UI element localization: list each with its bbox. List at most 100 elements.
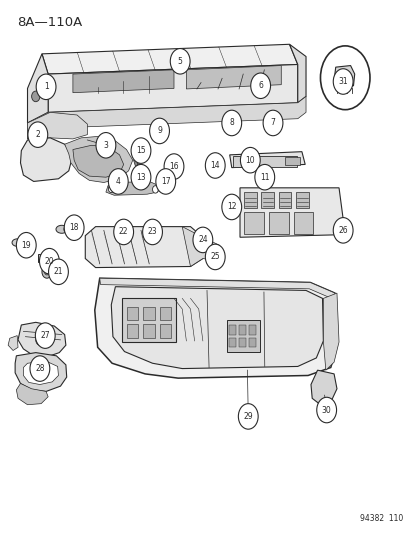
Polygon shape xyxy=(42,44,297,74)
Circle shape xyxy=(114,219,133,245)
Circle shape xyxy=(96,133,116,158)
Circle shape xyxy=(263,110,282,136)
FancyBboxPatch shape xyxy=(229,325,235,335)
Circle shape xyxy=(36,74,56,100)
Text: 6: 6 xyxy=(258,81,262,90)
Circle shape xyxy=(152,185,158,193)
FancyBboxPatch shape xyxy=(122,298,176,342)
Text: 20: 20 xyxy=(45,257,54,265)
Circle shape xyxy=(250,73,270,99)
Circle shape xyxy=(332,217,352,243)
Polygon shape xyxy=(8,336,18,351)
Circle shape xyxy=(238,403,258,429)
Polygon shape xyxy=(240,188,344,237)
Circle shape xyxy=(36,335,44,345)
Polygon shape xyxy=(111,287,323,368)
Text: 21: 21 xyxy=(54,268,63,276)
Text: 14: 14 xyxy=(210,161,220,170)
Polygon shape xyxy=(48,64,297,112)
FancyBboxPatch shape xyxy=(226,320,259,352)
Polygon shape xyxy=(21,138,73,181)
Text: 4: 4 xyxy=(116,177,121,186)
Ellipse shape xyxy=(56,225,67,233)
FancyBboxPatch shape xyxy=(285,157,299,165)
Text: 26: 26 xyxy=(337,226,347,235)
FancyBboxPatch shape xyxy=(159,307,171,320)
Circle shape xyxy=(221,194,241,220)
FancyBboxPatch shape xyxy=(159,325,171,338)
Text: 9: 9 xyxy=(157,126,161,135)
Polygon shape xyxy=(27,54,48,123)
Polygon shape xyxy=(229,152,304,167)
Text: 24: 24 xyxy=(197,236,207,245)
Circle shape xyxy=(168,170,175,180)
Circle shape xyxy=(164,154,183,179)
Circle shape xyxy=(108,168,128,194)
Polygon shape xyxy=(310,370,336,405)
Text: 8: 8 xyxy=(229,118,234,127)
Circle shape xyxy=(64,215,84,240)
FancyBboxPatch shape xyxy=(249,338,255,348)
Circle shape xyxy=(28,122,47,148)
Circle shape xyxy=(108,185,114,192)
Text: 2: 2 xyxy=(36,130,40,139)
Polygon shape xyxy=(15,353,66,391)
FancyBboxPatch shape xyxy=(244,212,263,233)
FancyBboxPatch shape xyxy=(239,338,245,348)
Circle shape xyxy=(316,397,336,423)
Circle shape xyxy=(205,244,225,270)
Polygon shape xyxy=(27,96,305,139)
Circle shape xyxy=(131,165,150,190)
Text: 31: 31 xyxy=(337,77,347,86)
FancyBboxPatch shape xyxy=(244,192,256,208)
Circle shape xyxy=(240,148,260,173)
Circle shape xyxy=(39,248,59,274)
FancyBboxPatch shape xyxy=(229,338,235,348)
Text: 8A—110A: 8A—110A xyxy=(17,15,82,29)
Circle shape xyxy=(31,91,40,102)
Text: 13: 13 xyxy=(136,173,145,182)
Polygon shape xyxy=(73,146,123,177)
Circle shape xyxy=(131,138,150,164)
Polygon shape xyxy=(106,181,161,195)
Text: 16: 16 xyxy=(169,162,178,171)
Text: 22: 22 xyxy=(119,228,128,237)
Polygon shape xyxy=(323,293,338,370)
Text: 1: 1 xyxy=(44,82,48,91)
Polygon shape xyxy=(64,136,133,182)
Text: 7: 7 xyxy=(270,118,275,127)
Polygon shape xyxy=(85,227,202,268)
Text: 23: 23 xyxy=(147,228,157,237)
Text: 30: 30 xyxy=(321,406,331,415)
Text: 19: 19 xyxy=(21,241,31,250)
Circle shape xyxy=(155,168,175,194)
Circle shape xyxy=(35,323,55,349)
Polygon shape xyxy=(27,112,87,139)
Circle shape xyxy=(221,110,241,136)
Text: 27: 27 xyxy=(40,331,50,340)
FancyBboxPatch shape xyxy=(295,192,308,208)
Text: 5: 5 xyxy=(177,57,182,66)
Text: 25: 25 xyxy=(210,253,220,261)
Circle shape xyxy=(332,69,352,94)
FancyBboxPatch shape xyxy=(143,325,154,338)
Text: 29: 29 xyxy=(243,412,252,421)
Ellipse shape xyxy=(12,239,22,246)
Text: 18: 18 xyxy=(69,223,79,232)
Polygon shape xyxy=(100,278,334,300)
Polygon shape xyxy=(95,278,336,378)
Circle shape xyxy=(254,165,274,190)
Circle shape xyxy=(64,225,69,233)
Polygon shape xyxy=(289,44,305,103)
Polygon shape xyxy=(333,66,354,88)
Circle shape xyxy=(170,49,190,74)
Text: 17: 17 xyxy=(161,177,170,186)
FancyBboxPatch shape xyxy=(232,156,296,166)
FancyBboxPatch shape xyxy=(293,212,313,233)
Circle shape xyxy=(192,227,212,253)
Polygon shape xyxy=(23,361,58,384)
Circle shape xyxy=(320,46,369,110)
Polygon shape xyxy=(18,322,66,357)
Text: 15: 15 xyxy=(136,146,145,155)
Text: 11: 11 xyxy=(259,173,269,182)
